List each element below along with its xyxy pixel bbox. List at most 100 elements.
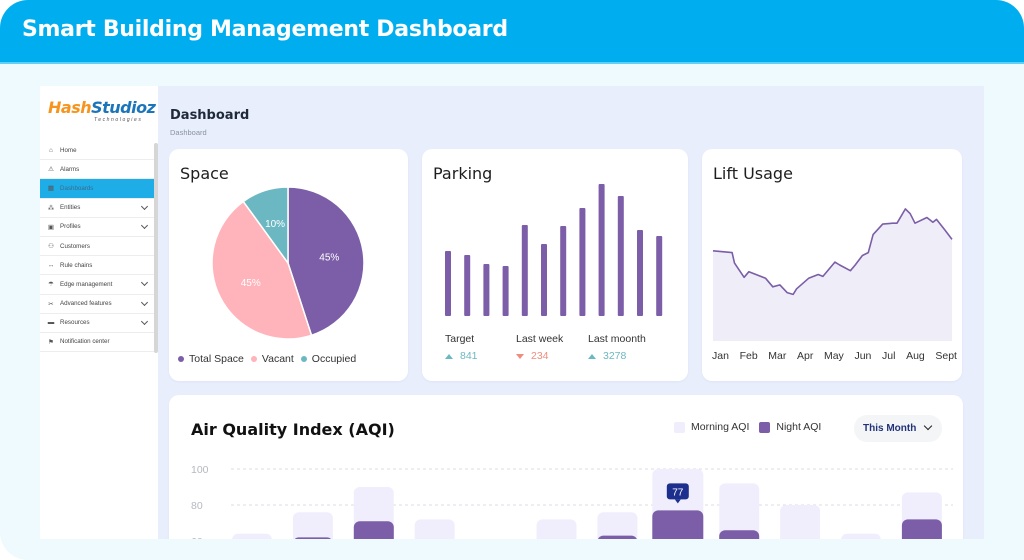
trend-up-icon xyxy=(445,353,453,359)
night-aqi-bar[interactable] xyxy=(293,537,333,539)
legend-item-occupied[interactable]: Occupied xyxy=(300,353,356,365)
lift-usage-line[interactable] xyxy=(712,208,953,296)
morning-swatch xyxy=(674,421,685,433)
morning-aqi-bar[interactable] xyxy=(719,483,760,539)
app-title: Smart Building Management Dashboard xyxy=(22,17,508,42)
morning-aqi-bar[interactable] xyxy=(597,512,638,539)
chevron-down-icon[interactable] xyxy=(140,221,149,229)
sidebar-item-rule-chains[interactable]: ↔ Rule chains xyxy=(40,256,154,276)
chevron-down-icon[interactable] xyxy=(140,317,149,325)
morning-aqi-bar[interactable] xyxy=(780,505,821,539)
sidebar-item-dashboards[interactable]: ▦ Dashboards xyxy=(40,179,154,199)
sidebar-item-home[interactable]: ⌂ Home xyxy=(40,141,154,161)
morning-aqi-bar[interactable] xyxy=(232,533,272,539)
sidebar-item-notification-center[interactable]: ⚑ Notification center xyxy=(40,333,154,353)
legend-dot xyxy=(250,356,257,362)
x-tick-label: Jan xyxy=(712,350,729,362)
night-aqi-bar[interactable] xyxy=(652,510,704,539)
sidebar-item-entities[interactable]: ⁂ Entities xyxy=(40,199,154,218)
x-tick-label: Jun xyxy=(854,350,872,362)
legend-dot xyxy=(178,356,184,362)
aqi-bar-chart: 100 80 60 77 xyxy=(191,464,953,539)
lift-area-fill xyxy=(713,208,952,341)
sidebar-item-advanced-features[interactable]: ✂ Advanced features xyxy=(40,295,154,314)
sidebar-item-profiles[interactable]: ▣ Profiles xyxy=(40,218,154,237)
night-aqi-bar[interactable] xyxy=(353,521,394,539)
sidebar-scrollbar[interactable] xyxy=(154,143,158,353)
parking-stat-value: 841 xyxy=(445,350,478,362)
pie-slice-occupied[interactable] xyxy=(242,186,289,266)
trend-down-icon xyxy=(516,353,524,359)
parking-bar[interactable] xyxy=(521,225,528,316)
morning-aqi-bar[interactable] xyxy=(414,519,455,539)
sidebar-item-label: Alarms xyxy=(60,165,80,173)
warning-icon: ⚠ xyxy=(48,166,54,174)
night-aqi-bar[interactable] xyxy=(719,530,760,539)
logo-text-secondary: Studioz xyxy=(91,98,156,117)
legend-morning-aqi[interactable]: Morning AQI xyxy=(674,421,749,433)
breadcrumb[interactable]: Dashboard xyxy=(170,128,207,137)
sidebar-item-label: Rule chains xyxy=(60,261,93,269)
morning-aqi-bar[interactable] xyxy=(841,533,881,539)
lift-usage-title: Lift Usage xyxy=(713,164,793,183)
parking-bar[interactable] xyxy=(541,244,547,316)
company-logo[interactable]: HashStudioz Technologies xyxy=(48,98,158,128)
period-dropdown-label: This Month xyxy=(863,423,917,434)
parking-bar[interactable] xyxy=(464,255,471,316)
parking-card: Parking Target 841 Last week 234 Last moonth… xyxy=(422,149,688,381)
pie-slice-label: 45% xyxy=(241,278,261,289)
parking-stat-value: 234 xyxy=(516,350,549,362)
sidebar-item-label: Edge management xyxy=(60,280,113,288)
sidebar-item-edge-management[interactable]: ☂ Edge management xyxy=(40,275,154,295)
tooltip-value: 77 xyxy=(672,487,684,498)
legend-item-total-space[interactable]: Total Space xyxy=(178,353,244,365)
night-aqi-bar[interactable] xyxy=(901,519,942,539)
tooltip-box xyxy=(666,483,689,500)
parking-stat-label: Last week xyxy=(516,333,564,345)
parking-bar[interactable] xyxy=(560,226,567,316)
parking-title: Parking xyxy=(433,164,493,183)
y-tick-label: 60 xyxy=(191,536,203,539)
title-bar: Smart Building Management Dashboard xyxy=(0,0,1024,64)
sidebar-item-customers[interactable]: ⚇ Customers xyxy=(40,237,154,257)
sidebar-item-label: Advanced features xyxy=(60,300,112,308)
code-icon: ↔ xyxy=(47,261,55,269)
main-content: Dashboard Dashboard Space 45% 45% 10% Tota… xyxy=(158,86,984,539)
night-swatch xyxy=(759,421,771,433)
legend-night-aqi[interactable]: Night AQI xyxy=(759,421,821,433)
chevron-down-icon[interactable] xyxy=(140,298,149,306)
parking-bar[interactable] xyxy=(598,184,605,316)
chevron-down-icon[interactable] xyxy=(140,202,149,210)
folder-icon: ▬ xyxy=(47,319,55,327)
x-tick-label: Aug xyxy=(906,350,925,362)
pie-slice-vacant[interactable] xyxy=(211,200,313,340)
parking-bar[interactable] xyxy=(579,208,586,316)
x-tick-label: Mar xyxy=(768,350,787,362)
morning-aqi-bar[interactable] xyxy=(536,519,577,539)
legend-item-vacant[interactable]: Vacant xyxy=(250,353,294,365)
parking-bar[interactable] xyxy=(617,196,624,316)
sidebar-item-alarms[interactable]: ⚠ Alarms xyxy=(40,160,154,180)
lift-x-axis: Jan Feb Mar Apr May Jun Jul Aug Sept xyxy=(712,350,957,362)
chevron-down-icon[interactable] xyxy=(140,279,149,287)
parking-bar[interactable] xyxy=(483,264,490,316)
home-icon: ⌂ xyxy=(49,146,53,154)
parking-bar[interactable] xyxy=(502,266,509,316)
night-aqi-bar[interactable] xyxy=(597,535,637,539)
period-dropdown[interactable]: This Month xyxy=(854,415,942,442)
parking-bar[interactable] xyxy=(656,236,663,316)
trend-up-icon xyxy=(588,353,596,359)
parking-bar[interactable] xyxy=(445,251,451,316)
parking-bar[interactable] xyxy=(637,230,643,316)
logo-text-primary: Hash xyxy=(48,98,92,117)
parking-stat-value: 3278 xyxy=(588,350,626,362)
space-legend: Total Space Vacant Occupied xyxy=(178,353,363,365)
logo-tagline: Technologies xyxy=(94,117,143,123)
sidebar-item-resources[interactable]: ▬ Resources xyxy=(40,314,154,333)
morning-aqi-bar[interactable] xyxy=(292,512,333,539)
aqi-card: Air Quality Index (AQI) Morning AQI Nigh… xyxy=(169,395,963,539)
pie-slice-total-space[interactable] xyxy=(287,186,365,337)
legend-dot xyxy=(300,356,307,362)
stat-number: 841 xyxy=(460,350,478,362)
